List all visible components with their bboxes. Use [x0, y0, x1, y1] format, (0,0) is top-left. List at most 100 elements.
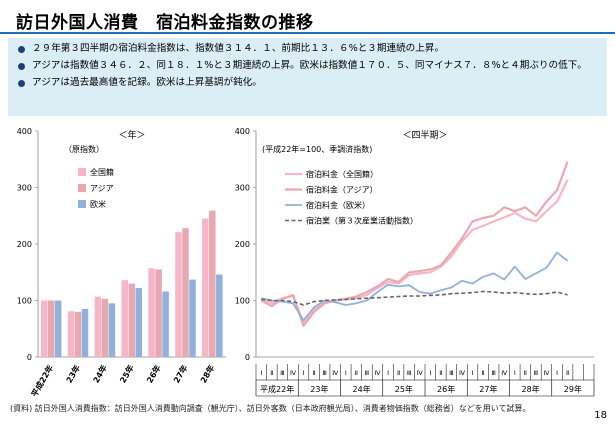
legend-label: 宿泊料金（欧米）: [306, 200, 370, 210]
summary-text: アジアは指数値３４６．２、同１８．１%と３期連続の上昇。欧米は指数値１７０．５、…: [32, 60, 587, 71]
quarter-label: Ⅰ: [387, 369, 389, 377]
legend-label: 宿泊料金（全国籍）: [306, 169, 378, 179]
bar-all: [40, 300, 48, 357]
x-tick-label: 26年: [144, 363, 162, 385]
quarter-label: Ⅲ: [322, 369, 326, 377]
quarter-label: Ⅲ: [280, 369, 284, 377]
quarter-label: Ⅱ: [397, 369, 400, 377]
summary-bullet: アジアは過去最高値を記録。欧米は上昇基調が鈍化。: [18, 76, 599, 90]
bar-asia: [47, 300, 55, 357]
quarter-label: Ⅰ: [345, 369, 347, 377]
quarter-label: Ⅰ: [556, 369, 558, 377]
x-tick-label: 28年: [198, 363, 216, 385]
bar-asia: [74, 311, 82, 357]
bar-all: [121, 280, 128, 357]
chart-title: ＜年＞: [118, 129, 145, 141]
chart-subtitle: （原指数）: [64, 144, 104, 154]
page-title: 訪日外国人消費 宿泊料金指数の推移: [16, 13, 314, 33]
quarter-label: Ⅰ: [472, 369, 474, 377]
y-tick-label: 100: [17, 297, 32, 306]
bullet-icon: [18, 80, 25, 87]
bar-west: [162, 291, 169, 357]
y-tick-label: 200: [17, 240, 32, 249]
footnote: (資料) 訪日外国人消費指数：訪日外国人消費動向調査（観光庁）、訪日外客数（日本…: [10, 404, 531, 413]
chart-subtitle: (平成22年=100、季調済指数): [262, 144, 372, 154]
x-tick-label: 24年: [91, 363, 109, 385]
legend-label: アジア: [90, 184, 114, 193]
title-divider: [0, 32, 615, 34]
summary-bullet: アジアは指数値３４６．２、同１８．１%と３期連続の上昇。欧米は指数値１７０．５、…: [18, 59, 599, 73]
x-tick-label: 23年: [64, 363, 82, 385]
quarter-label: Ⅰ: [514, 369, 516, 377]
y-tick-label: 0: [245, 353, 250, 362]
bar-all: [148, 268, 155, 357]
quarter-label: Ⅳ: [417, 369, 423, 377]
bar-asia: [155, 269, 162, 357]
quarter-label: Ⅲ: [449, 369, 453, 377]
legend-label: 全国籍: [90, 167, 114, 177]
year-label: 23年: [310, 384, 328, 394]
legend-label: 宿泊業（第３次産業活動指数）: [306, 216, 418, 226]
quarter-label: Ⅲ: [407, 369, 411, 377]
bar-all: [94, 296, 102, 357]
y-tick-label: 400: [235, 127, 250, 136]
bullet-icon: [18, 63, 25, 70]
legend-label: 宿泊料金（アジア）: [306, 185, 378, 195]
year-label: 28年: [522, 384, 540, 394]
series-line-2: [261, 251, 569, 322]
series-line-1: [260, 161, 569, 327]
quarter-label: Ⅰ: [303, 369, 305, 377]
summary-text: ２９年第３四半期の宿泊料金指数は、指数値３１４．１、前期比１３．６%と３期連続の…: [32, 43, 445, 54]
y-tick-label: 100: [235, 297, 250, 306]
page-number: 18: [594, 410, 607, 421]
x-tick-label: 27年: [171, 363, 189, 385]
bar-west: [189, 279, 196, 357]
legend-swatch: [78, 200, 86, 208]
quarter-label: Ⅳ: [543, 369, 549, 377]
year-label: 24年: [353, 384, 371, 394]
quarter-label: Ⅱ: [312, 369, 315, 377]
series-line-0: [260, 179, 569, 325]
x-tick-label: 25年: [118, 363, 136, 385]
quarter-label: Ⅱ: [524, 369, 527, 377]
quarter-label: Ⅱ: [270, 369, 273, 377]
y-tick-label: 400: [17, 127, 32, 136]
bar-all: [67, 311, 75, 357]
bar-west: [135, 288, 142, 357]
quarter-label: Ⅱ: [566, 369, 569, 377]
summary-bullet: ２９年第３四半期の宿泊料金指数は、指数値３１４．１、前期比１３．６%と３期連続の…: [18, 42, 599, 56]
summary-box: ２９年第３四半期の宿泊料金指数は、指数値３１４．１、前期比１３．６%と３期連続の…: [8, 38, 607, 116]
bar-asia: [101, 298, 109, 357]
year-label: 25年: [395, 384, 413, 394]
y-tick-label: 200: [235, 240, 250, 249]
bullet-icon: [18, 46, 25, 53]
year-label: 27年: [479, 384, 497, 394]
chart-title: ＜四半期＞: [402, 129, 447, 141]
quarter-label: Ⅳ: [459, 369, 465, 377]
y-tick-label: 0: [27, 353, 32, 362]
quarter-label: Ⅱ: [355, 369, 358, 377]
legend-swatch: [78, 168, 86, 176]
bar-all: [202, 218, 209, 357]
x-tick-label: 平成22年: [29, 363, 55, 398]
legend-swatch: [78, 184, 86, 192]
bar-west: [216, 274, 223, 357]
bar-all: [175, 232, 182, 357]
quarter-label: Ⅳ: [374, 369, 380, 377]
bar-asia: [209, 210, 216, 357]
bar-asia: [182, 228, 189, 357]
bar-asia: [128, 283, 135, 357]
y-tick-label: 300: [235, 184, 250, 193]
quarter-label: Ⅰ: [260, 369, 262, 377]
bar-west: [108, 303, 116, 357]
quarter-label: Ⅱ: [439, 369, 442, 377]
quarter-label: Ⅳ: [501, 369, 507, 377]
year-label: 26年: [437, 384, 455, 394]
bar-west: [54, 300, 62, 357]
quarter-label: Ⅳ: [290, 369, 296, 377]
summary-text: アジアは過去最高値を記録。欧米は上昇基調が鈍化。: [32, 77, 262, 88]
year-label: 29年: [564, 384, 582, 394]
quarter-label: Ⅲ: [365, 369, 369, 377]
quarter-label: Ⅳ: [332, 369, 338, 377]
